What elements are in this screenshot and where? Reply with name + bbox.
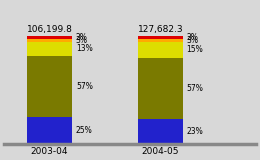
Text: 57%: 57% — [76, 82, 93, 91]
Text: 15%: 15% — [187, 45, 203, 54]
Text: 3%: 3% — [76, 36, 88, 45]
Text: 57%: 57% — [187, 84, 204, 93]
Bar — [138, 39, 183, 42]
Bar — [27, 56, 72, 117]
Text: 2%: 2% — [187, 33, 198, 42]
Text: 25%: 25% — [76, 126, 93, 135]
Bar — [27, 39, 72, 42]
Bar — [27, 36, 72, 39]
Text: 127,682.3: 127,682.3 — [138, 25, 183, 34]
Text: 13%: 13% — [76, 44, 93, 53]
Text: 23%: 23% — [187, 127, 203, 136]
Bar — [138, 42, 183, 58]
Text: 3%: 3% — [187, 36, 199, 45]
Bar — [138, 36, 183, 39]
Text: 106,199.8: 106,199.8 — [27, 25, 73, 34]
Bar — [27, 42, 72, 56]
Bar — [138, 119, 183, 144]
Bar — [27, 117, 72, 144]
Bar — [138, 58, 183, 119]
Text: 2%: 2% — [76, 33, 88, 42]
